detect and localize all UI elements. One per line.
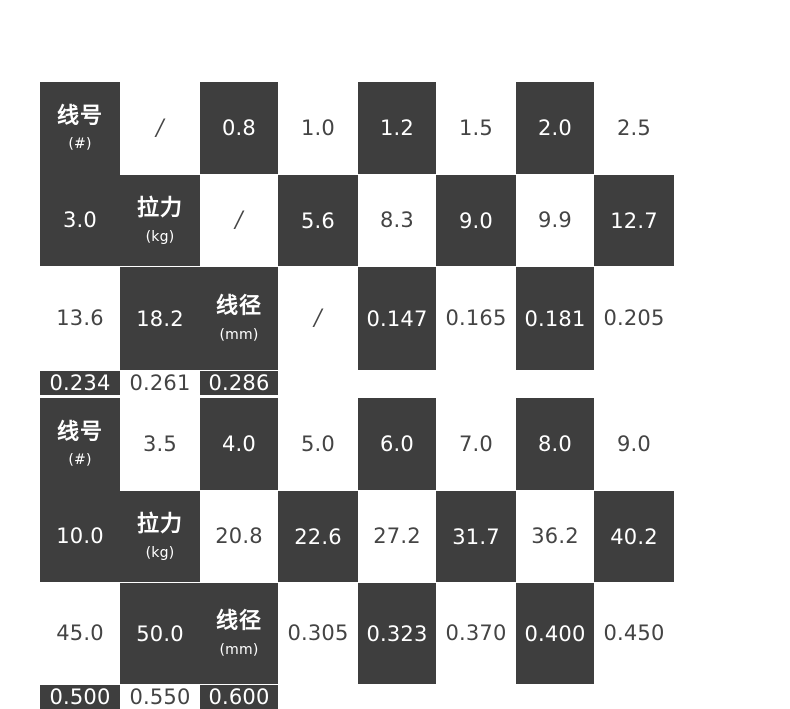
table-cell: 50.0 xyxy=(120,582,200,684)
table-cell: 0.400 xyxy=(516,582,594,684)
table-cell: 0.450 xyxy=(603,621,665,645)
row-header-tensile-strength: 拉力 (kg) xyxy=(120,174,200,266)
row-header-unit: (mm) xyxy=(219,326,259,343)
table-cell: 22.6 xyxy=(278,490,358,582)
row-header-unit: (mm) xyxy=(219,641,259,658)
row-header-unit: (kg) xyxy=(145,544,175,561)
table-cell: 1.5 xyxy=(459,116,493,140)
table-cell: 7.0 xyxy=(459,432,493,456)
table-cell: 40.2 xyxy=(594,490,674,582)
row-header-label: 拉力 xyxy=(136,512,183,537)
table-cell: 9.9 xyxy=(538,208,572,232)
table-cell: 0.181 xyxy=(516,266,594,370)
spec-table-2: 线号 (#) 3.5 4.0 5.0 6.0 7.0 8.0 9.0 10.0 … xyxy=(40,398,674,709)
table-cell: 2.0 xyxy=(516,82,594,174)
row-header-line-diameter: 线径 (mm) xyxy=(200,582,278,684)
table-cell: 3.5 xyxy=(143,432,177,456)
row-header-label: 线号 xyxy=(56,419,103,445)
row-header-unit: (#) xyxy=(68,452,92,468)
table-cell: 45.0 xyxy=(56,621,104,645)
table-cell: 3.0 xyxy=(40,174,120,266)
table-cell: 0.205 xyxy=(603,306,665,330)
table-cell: 31.7 xyxy=(436,490,516,582)
table-cell: 10.0 xyxy=(40,490,120,582)
table-cell: 5.6 xyxy=(278,174,358,266)
table-cell: 5.0 xyxy=(301,432,335,456)
table-cell: 0.234 xyxy=(40,370,120,395)
table-cell: 8.0 xyxy=(516,398,594,490)
table-cell: 9.0 xyxy=(617,432,651,456)
table-cell: 0.323 xyxy=(358,582,436,684)
table-cell: 0.147 xyxy=(358,266,436,370)
row-header-unit: (kg) xyxy=(145,228,175,245)
table-cell: 36.2 xyxy=(531,524,579,548)
table-cell: 0.286 xyxy=(200,370,278,395)
row-header-line-number: 线号 (#) xyxy=(40,398,120,490)
table-cell: 1.0 xyxy=(301,116,335,140)
table-cell: 0.500 xyxy=(40,684,120,709)
table-cell: 20.8 xyxy=(215,524,263,548)
table-cell: 0.600 xyxy=(200,684,278,709)
table-cell: 4.0 xyxy=(200,398,278,490)
row-header-line-diameter: 线径 (mm) xyxy=(200,266,278,370)
table-cell: 1.2 xyxy=(358,82,436,174)
row-header-label: 拉力 xyxy=(136,196,183,221)
row-header-label: 线径 xyxy=(215,294,262,319)
row-header-label: 线号 xyxy=(56,103,103,129)
row-header-unit: (#) xyxy=(68,136,92,152)
table-cell: 13.6 xyxy=(56,306,104,330)
table-cell: 0.261 xyxy=(129,370,191,395)
table-cell: 0.165 xyxy=(445,306,507,330)
table-cell: 9.0 xyxy=(436,174,516,266)
table-cell: / xyxy=(156,115,164,141)
table-cell: 27.2 xyxy=(373,524,421,548)
table-cell: 8.3 xyxy=(380,208,414,232)
table-cell: / xyxy=(314,305,322,331)
row-header-label: 线径 xyxy=(215,609,262,634)
table-cell: 0.370 xyxy=(445,621,507,645)
table-cell: 0.550 xyxy=(129,684,191,709)
table-cell: 0.8 xyxy=(200,82,278,174)
table-cell: 18.2 xyxy=(120,266,200,370)
row-header-line-number: 线号 (#) xyxy=(40,82,120,174)
row-header-tensile-strength: 拉力 (kg) xyxy=(120,490,200,582)
table-cell: 2.5 xyxy=(617,116,651,140)
table-cell: 6.0 xyxy=(358,398,436,490)
table-cell: 12.7 xyxy=(594,174,674,266)
spec-table-1: 线号 (#) / 0.8 1.0 1.2 1.5 2.0 2.5 3.0 拉力 … xyxy=(40,82,674,395)
table-cell: 0.305 xyxy=(287,621,349,645)
table-cell: / xyxy=(235,207,243,233)
